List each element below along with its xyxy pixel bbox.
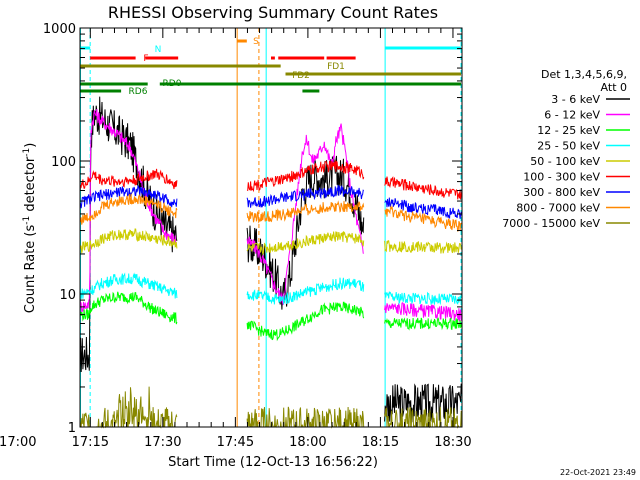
series-line-1-2	[384, 302, 463, 322]
y-axis-title: Count Rate (s-1 detector-1)	[22, 143, 38, 314]
series-line-4-0	[79, 228, 178, 254]
legend-label-6: 300 - 800 keV	[523, 186, 600, 199]
series-line-4-1	[246, 231, 365, 256]
legend: Det 1,3,4,5,6,9,Att 03 - 6 keV 6 - 12 keV…	[502, 68, 630, 230]
series-300-800keV	[79, 184, 463, 220]
series-line-6-1	[246, 184, 365, 208]
series-line-2-2	[384, 317, 463, 331]
series-line-5-1	[246, 160, 365, 193]
series-line-8-2	[384, 406, 463, 429]
flag-label-N: N	[155, 45, 162, 55]
series-100-300keV	[79, 160, 463, 200]
flag-label-FD1: FD1	[327, 62, 345, 72]
ylabel-part-3: -1	[22, 148, 32, 157]
series-line-3-2	[384, 291, 463, 306]
series-line-8-1	[246, 406, 365, 429]
y-tick-label: 10	[59, 288, 76, 303]
series-line-3-1	[246, 277, 365, 305]
series-line-2-1	[246, 301, 365, 342]
y-tick-label: 1	[68, 421, 76, 436]
legend-label-2: 12 - 25 keV	[537, 124, 600, 137]
flag-label-F: F	[143, 54, 148, 64]
series-line-7-2	[384, 205, 463, 232]
x-tick-label: 18:15	[362, 435, 399, 450]
x-tick-label: 17:00	[0, 435, 37, 450]
legend-header-0: Det 1,3,4,5,6,9,	[541, 68, 627, 81]
flag-label-RD0: RD0	[163, 79, 182, 89]
legend-label-8: 7000 - 15000 keV	[502, 217, 600, 230]
series-800-7000keV	[79, 193, 463, 232]
x-axis-title: Start Time (12-Oct-13 16:56:22)	[168, 455, 378, 470]
ylabel-part-4: )	[23, 143, 38, 148]
plot-area	[79, 28, 463, 429]
chart-title: RHESSI Observing Summary Count Rates	[108, 3, 438, 22]
plot-frame	[79, 27, 463, 428]
legend-label-3: 25 - 50 keV	[537, 140, 600, 153]
series-line-3-0	[79, 272, 178, 299]
x-tick-label: 18:30	[434, 435, 471, 450]
series-line-2-0	[79, 291, 178, 325]
x-tick-label: 17:45	[217, 435, 254, 450]
ylabel-part-2: detector	[23, 156, 38, 216]
legend-label-7: 800 - 7000 keV	[516, 202, 600, 215]
series-line-5-0	[79, 168, 178, 191]
series-50-100keV	[79, 228, 462, 256]
flag-label-S: S	[253, 37, 259, 47]
series-12-25keV	[79, 291, 463, 342]
ylabel-part-0: Count Rate (s	[23, 225, 38, 314]
series-line-5-2	[384, 176, 463, 200]
ylabel-part-1: -1	[22, 216, 32, 225]
x-tick-label: 17:30	[144, 435, 181, 450]
legend-label-5: 100 - 300 keV	[523, 171, 600, 184]
series-line-6-2	[384, 197, 463, 220]
series-line-6-0	[79, 185, 178, 209]
legend-label-0: 3 - 6 keV	[551, 93, 600, 106]
flag-label-FD2: FD2	[292, 71, 310, 81]
y-tick-label: 1000	[43, 22, 76, 37]
x-tick-label: 17:15	[72, 435, 109, 450]
flag-bars: N S F FD1 FD2 RD0 RD6	[80, 37, 462, 97]
series-3-6keV	[79, 96, 463, 424]
y-tick-label: 100	[51, 155, 76, 170]
axes: 1 10 100 1000 17:00 17:15 17:30 17:45 18:00 18:15…	[0, 22, 472, 450]
series-25-50keV	[79, 272, 463, 306]
footer-date: 22-Oct-2021 23:49	[560, 468, 636, 477]
series-line-0-2	[384, 383, 463, 424]
legend-header-1: Att 0	[601, 81, 627, 94]
series-line-1-1	[246, 123, 364, 306]
series-line-4-2	[384, 240, 462, 254]
series-6-12keV	[79, 108, 463, 322]
flag-label-RD6: RD6	[129, 87, 148, 97]
series-line-7-0	[79, 193, 178, 225]
x-tick-label: 18:00	[289, 435, 326, 450]
series-line-7-1	[246, 200, 365, 224]
series-line-1-0	[79, 108, 178, 313]
legend-label-4: 50 - 100 keV	[530, 155, 600, 168]
legend-label-1: 6 - 12 keV	[544, 109, 600, 122]
